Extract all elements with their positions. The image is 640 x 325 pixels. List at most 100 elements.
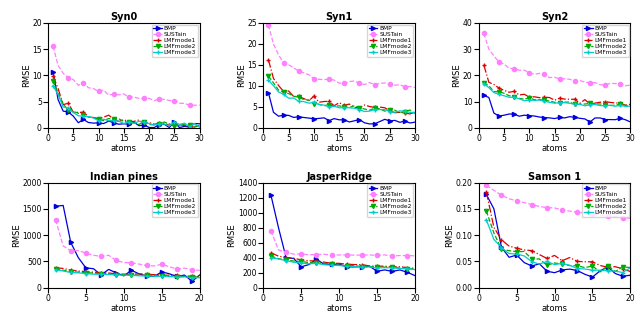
LMFmode3 <box>186 125 193 129</box>
LMFmode2 <box>404 267 412 271</box>
SUSTain <box>381 253 388 257</box>
LMFmode1 <box>120 118 127 122</box>
BMP <box>173 275 180 279</box>
BMP <box>330 117 338 121</box>
LMFmode1 <box>186 125 193 129</box>
LMFmode3 <box>60 105 67 109</box>
SUSTain <box>145 96 153 100</box>
LMFmode1 <box>561 97 568 101</box>
LMFmode3 <box>74 271 82 275</box>
LMFmode2 <box>365 108 373 112</box>
LMFmode3 <box>520 254 528 258</box>
BMP <box>401 119 409 123</box>
Line: LMFmode3: LMFmode3 <box>269 256 417 272</box>
LMFmode1 <box>60 103 67 107</box>
LMFmode2 <box>74 270 82 274</box>
LMFmode1 <box>558 259 566 263</box>
LMFmode3 <box>381 266 388 270</box>
LMFmode3 <box>528 260 536 264</box>
LMFmode2 <box>591 102 599 106</box>
Y-axis label: RMSE: RMSE <box>237 63 246 87</box>
LMFmode1 <box>596 100 604 104</box>
LMFmode1 <box>340 103 348 107</box>
LMFmode3 <box>135 119 143 123</box>
Line: LMFmode3: LMFmode3 <box>484 218 632 275</box>
SUSTain <box>571 79 579 83</box>
BMP <box>513 253 520 257</box>
BMP <box>546 116 554 120</box>
SUSTain <box>566 77 573 81</box>
SUSTain <box>401 85 409 89</box>
LMFmode1 <box>82 270 90 274</box>
SUSTain <box>173 267 180 271</box>
LMFmode1 <box>396 111 404 114</box>
SUSTain <box>280 61 287 65</box>
SUSTain <box>515 68 523 72</box>
LMFmode3 <box>140 121 148 124</box>
LMFmode2 <box>505 94 513 98</box>
LMFmode2 <box>143 273 150 277</box>
LMFmode3 <box>586 103 594 107</box>
LMFmode1 <box>536 253 543 256</box>
SUSTain <box>541 72 548 76</box>
LMFmode2 <box>358 265 366 269</box>
LMFmode2 <box>100 119 108 123</box>
LMFmode3 <box>125 120 132 124</box>
LMFmode3 <box>510 95 518 99</box>
LMFmode2 <box>343 264 351 267</box>
LMFmode2 <box>406 108 414 112</box>
SUSTain <box>490 54 498 58</box>
LMFmode3 <box>130 122 138 125</box>
LMFmode2 <box>188 275 196 279</box>
LMFmode2 <box>619 265 627 269</box>
LMFmode1 <box>611 101 619 105</box>
LMFmode1 <box>515 93 523 97</box>
SUSTain <box>611 215 619 219</box>
SUSTain <box>105 253 113 257</box>
SUSTain <box>589 212 596 216</box>
LMFmode1 <box>173 273 180 277</box>
LMFmode2 <box>335 263 343 267</box>
LMFmode1 <box>125 120 132 124</box>
LMFmode2 <box>264 74 272 78</box>
LMFmode2 <box>180 122 188 126</box>
LMFmode3 <box>483 218 490 222</box>
BMP <box>60 203 67 207</box>
SUSTain <box>54 64 62 68</box>
LMFmode2 <box>196 275 204 279</box>
LMFmode1 <box>505 244 513 248</box>
BMP <box>561 116 568 120</box>
LMFmode2 <box>305 261 313 265</box>
BMP <box>285 113 292 117</box>
SUSTain <box>351 79 358 83</box>
BMP <box>520 113 528 117</box>
LMFmode3 <box>60 269 67 273</box>
BMP <box>280 113 287 117</box>
LMFmode2 <box>267 254 275 258</box>
BMP <box>143 274 150 278</box>
LMFmode1 <box>520 92 528 96</box>
SUSTain <box>320 252 328 256</box>
LMFmode1 <box>505 90 513 94</box>
BMP <box>312 257 320 261</box>
LMFmode2 <box>528 257 536 261</box>
BMP <box>596 116 604 120</box>
LMFmode2 <box>556 101 563 105</box>
Line: BMP: BMP <box>51 70 202 130</box>
BMP <box>483 192 490 196</box>
LMFmode1 <box>543 256 551 260</box>
LMFmode1 <box>602 100 609 104</box>
LMFmode3 <box>531 98 538 102</box>
LMFmode2 <box>531 98 538 102</box>
LMFmode3 <box>606 103 614 107</box>
LMFmode1 <box>196 274 204 278</box>
SUSTain <box>95 89 102 93</box>
LMFmode2 <box>515 97 523 100</box>
Y-axis label: RMSE: RMSE <box>12 223 21 247</box>
LMFmode2 <box>381 109 388 113</box>
LMFmode3 <box>611 269 619 273</box>
BMP <box>515 114 523 118</box>
LMFmode1 <box>158 273 166 277</box>
LMFmode2 <box>611 103 619 107</box>
BMP <box>196 122 204 126</box>
